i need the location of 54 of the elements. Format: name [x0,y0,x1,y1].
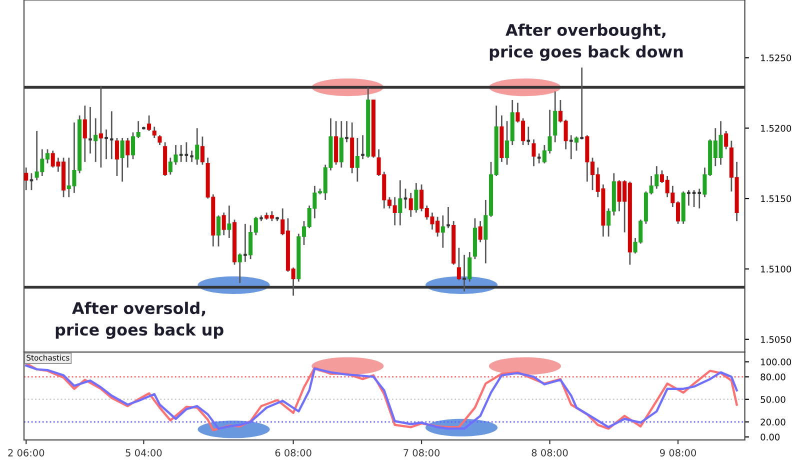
candlestick [238,252,242,284]
candlestick [414,182,418,214]
candlestick [114,137,119,177]
candlestick [189,150,194,163]
candlestick [216,214,220,248]
candlestick [147,114,152,132]
candlestick [456,247,461,281]
candlestick [200,136,204,166]
candlestick [355,137,360,182]
candlestick [242,223,248,263]
x-tick-label: 2 06:00 [8,449,44,456]
y-tick-label: 1.5250 [761,54,792,62]
candlestick [82,104,87,163]
y-tick-label: 80.00 [760,374,786,380]
candlestick [158,134,162,146]
candlestick [227,204,232,239]
candlestick [94,118,98,163]
candlestick [468,251,472,282]
y-tick-label: 20.00 [760,418,786,426]
candlestick [360,134,366,160]
x-tick-label: 6 08:00 [275,449,312,456]
candlestick [126,137,130,168]
candlestick [98,85,103,168]
candlestick [553,90,558,143]
y-tick-label: 1.5100 [761,266,792,273]
y-tick-label: 1.5150 [761,195,792,202]
candlestick [440,214,445,249]
x-tick-label: 9 08:00 [660,449,696,456]
candlestick [724,130,728,150]
candlestick [532,138,536,167]
candlestick [446,206,451,229]
candlestick [398,180,402,226]
x-tick-label: 5 04:00 [126,449,162,456]
candlestick [408,192,413,218]
candlestick [24,166,28,191]
y-tick-label: 1.5200 [761,124,792,132]
annotation: After overbought, price goes back down [490,24,683,61]
candlestick [339,120,344,168]
y-tick-label: 1.5050 [761,336,792,343]
candlestick [222,212,226,236]
y-tick-label: 100.00 [761,358,792,366]
candlestick [478,220,482,243]
candlestick [104,128,109,160]
candlestick [574,136,578,152]
candlestick [88,106,93,154]
candlestick [152,126,156,139]
candlestick [195,127,200,166]
y-tick-label: 50.00 [760,396,786,403]
x-tick-label: 8 08:00 [532,449,568,456]
candlestick [344,120,350,143]
candlestick [120,137,124,182]
annotation: After oversold, price goes back up [56,302,224,339]
x-tick-label: 7 08:00 [404,449,440,456]
y-tick-label: 0.00 [760,434,780,440]
